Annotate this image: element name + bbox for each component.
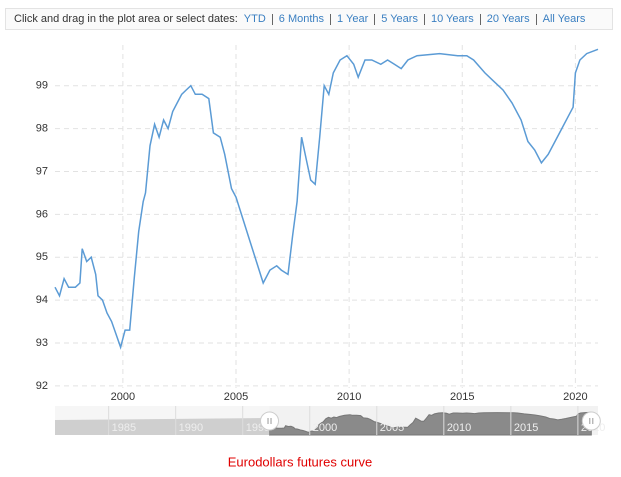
y-tick-label: 93 bbox=[36, 337, 48, 349]
y-tick-label: 96 bbox=[36, 208, 48, 220]
range-button[interactable]: YTD bbox=[243, 13, 266, 25]
y-tick-label: 99 bbox=[36, 80, 48, 92]
range-button[interactable]: 10 Years bbox=[430, 13, 474, 25]
navigator-handle[interactable] bbox=[581, 411, 601, 431]
navigator-tick-label: 2005 bbox=[380, 422, 404, 434]
y-tick-label: 94 bbox=[36, 294, 48, 306]
navigator-tick-label: 2000 bbox=[313, 422, 337, 434]
y-tick-label: 92 bbox=[36, 380, 48, 392]
separator bbox=[535, 13, 537, 25]
x-tick-label: 2000 bbox=[111, 391, 135, 403]
x-tick-label: 2015 bbox=[450, 391, 474, 403]
range-button[interactable]: 5 Years bbox=[381, 13, 418, 25]
range-button[interactable]: 20 Years bbox=[486, 13, 530, 25]
separator bbox=[271, 13, 273, 25]
separator bbox=[423, 13, 425, 25]
x-tick-label: 2020 bbox=[563, 391, 587, 403]
navigator-tick-label: 1990 bbox=[179, 422, 203, 434]
x-tick-label: 2005 bbox=[224, 391, 248, 403]
range-selector: Click and drag in the plot area or selec… bbox=[5, 8, 613, 30]
separator bbox=[330, 13, 332, 25]
navigator-handle[interactable] bbox=[260, 411, 280, 431]
y-tick-label: 97 bbox=[36, 165, 48, 177]
range-button[interactable]: 6 Months bbox=[278, 13, 325, 25]
range-button[interactable]: 1 Year bbox=[337, 13, 369, 25]
caption: Eurodollars futures curve bbox=[228, 454, 373, 469]
navigator-tick-label: 2010 bbox=[447, 422, 471, 434]
range-label: Click and drag in the plot area or selec… bbox=[14, 13, 238, 25]
separator bbox=[479, 13, 481, 25]
navigator-tick-label: 2015 bbox=[514, 422, 538, 434]
range-button[interactable]: All Years bbox=[542, 13, 586, 25]
y-tick-label: 98 bbox=[36, 123, 48, 135]
x-tick-label: 2010 bbox=[337, 391, 361, 403]
y-tick-label: 95 bbox=[36, 251, 48, 263]
data-line bbox=[54, 48, 599, 350]
navigator-mask bbox=[55, 406, 270, 435]
separator bbox=[374, 13, 376, 25]
navigator-tick-label: 1985 bbox=[112, 422, 136, 434]
